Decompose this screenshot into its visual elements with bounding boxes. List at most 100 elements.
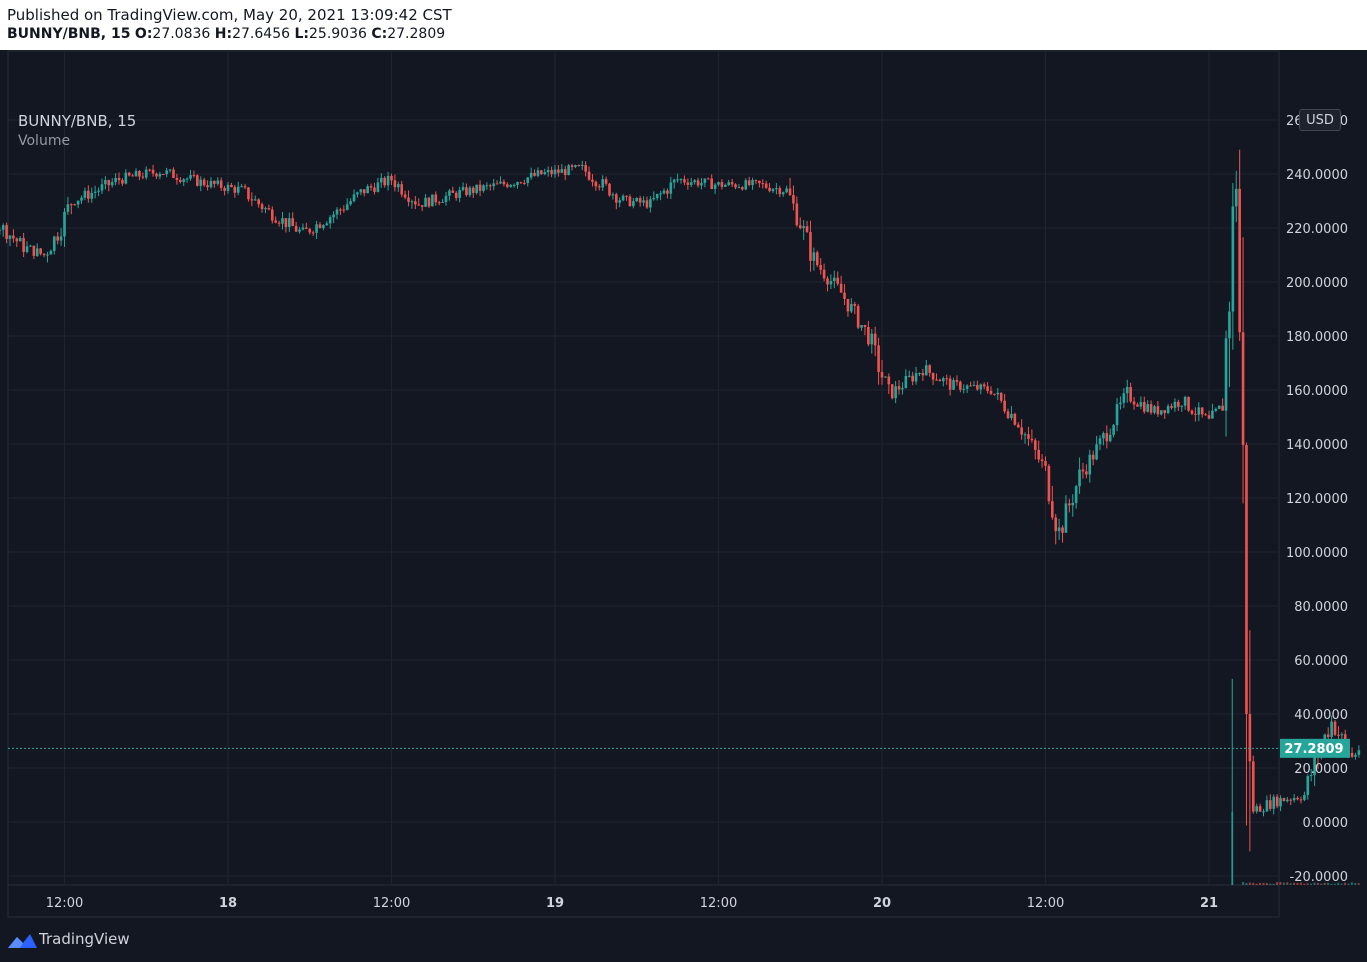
candle-body [80,197,83,201]
volume-bar [1299,882,1302,885]
candle-body [165,170,168,175]
candle-body [332,214,335,218]
volume-bar [1252,882,1255,885]
candle-body [1085,471,1088,475]
candle-body [553,169,557,175]
candle-body [32,245,36,256]
candle-body [1013,413,1017,425]
ohlc-open-label: O: [134,26,153,42]
candle-body [717,182,720,185]
candle-body [1170,405,1173,408]
candle-body [209,180,213,188]
candle-body [1190,410,1194,414]
candle-body [907,375,911,377]
candle-body [986,386,989,391]
candle-body [495,183,499,185]
candle-body [563,169,567,176]
candle-body [226,184,230,191]
candle-body [730,182,734,185]
candle-body [1153,406,1156,413]
volume-bar [1333,883,1336,885]
candle-body [434,194,438,203]
candle-body [894,386,897,399]
candle-body [1204,414,1207,416]
candle-body [267,208,271,210]
candle-body [219,180,223,188]
candle-body [1010,413,1013,419]
candle-body [792,195,795,204]
candle-body [294,225,298,232]
candle-body [148,169,151,171]
volume-bar [1350,882,1353,885]
candle-body [689,182,693,185]
time-tick-label: 12:00 [373,896,410,911]
price-tick-label: 120.0000 [1286,492,1348,507]
candle-body [161,173,165,175]
chart-area[interactable]: 260.0000240.0000220.0000200.0000180.0000… [0,50,1367,920]
candle-body [213,180,216,184]
candle-body [29,245,32,247]
candle-body [805,226,809,233]
candle-body [1061,527,1064,533]
candle-body [46,254,49,256]
candle-body [1258,806,1262,812]
candle-body [1163,410,1167,414]
candle-body [798,225,802,229]
ohlc-low-label: L: [294,26,309,42]
candle-body [454,192,458,198]
candle-body [901,387,904,390]
candle-body [1299,799,1303,801]
candle-body [206,185,209,188]
candle-body [444,195,448,202]
candle-body [628,196,632,207]
volume-bar [1344,882,1347,885]
last-price-label: 27.2809 [1284,742,1343,757]
candle-body [1282,798,1286,802]
price-tick-label: 180.0000 [1286,330,1348,345]
candle-body [168,169,172,171]
price-tick-label: 240.0000 [1286,168,1348,183]
tradingview-logo-icon[interactable] [8,932,38,950]
price-axis[interactable]: 260.0000240.0000220.0000200.0000180.0000… [1286,114,1348,885]
candle-body [989,390,993,394]
candle-body [1214,408,1218,411]
candle-body [706,178,710,180]
candle-body [437,202,441,204]
candle-body [887,376,891,385]
candle-body [155,173,158,177]
candle-body [49,250,53,255]
candle-body [1091,454,1095,460]
candle-body [441,201,444,203]
candle-body [1231,206,1235,312]
candle-body [1071,502,1075,506]
candle-body [993,393,996,395]
candle-body [424,197,427,207]
candle-body [999,392,1003,401]
candle-body [884,376,887,378]
candle-body [73,204,77,206]
candle-body [1211,410,1214,419]
candle-body [591,179,594,182]
candle-body [611,194,615,196]
candle-body [959,381,962,390]
candle-body [352,194,356,202]
candle-body [260,204,264,210]
time-axis[interactable]: 12:00 18 12:00 19 12:00 20 12:00 21 [46,896,1218,911]
candle-body [1292,797,1296,801]
candlestick-chart[interactable]: 260.0000240.0000220.0000200.0000180.0000… [0,50,1367,920]
candle-body [264,208,267,210]
candle-body [1146,404,1149,412]
candle-body [356,192,359,195]
candle-body [1108,434,1112,442]
candle-body [935,379,938,381]
candle-body [1098,438,1102,445]
candle-body [376,182,380,192]
candle-body [812,252,816,261]
candle-body [1183,396,1187,406]
candle-body [567,165,570,176]
candle-body [597,186,601,188]
volume-bar [1245,882,1248,885]
currency-button[interactable]: USD [1299,109,1341,131]
tradingview-brand[interactable]: TradingView [39,930,130,948]
candle-body [298,229,301,232]
